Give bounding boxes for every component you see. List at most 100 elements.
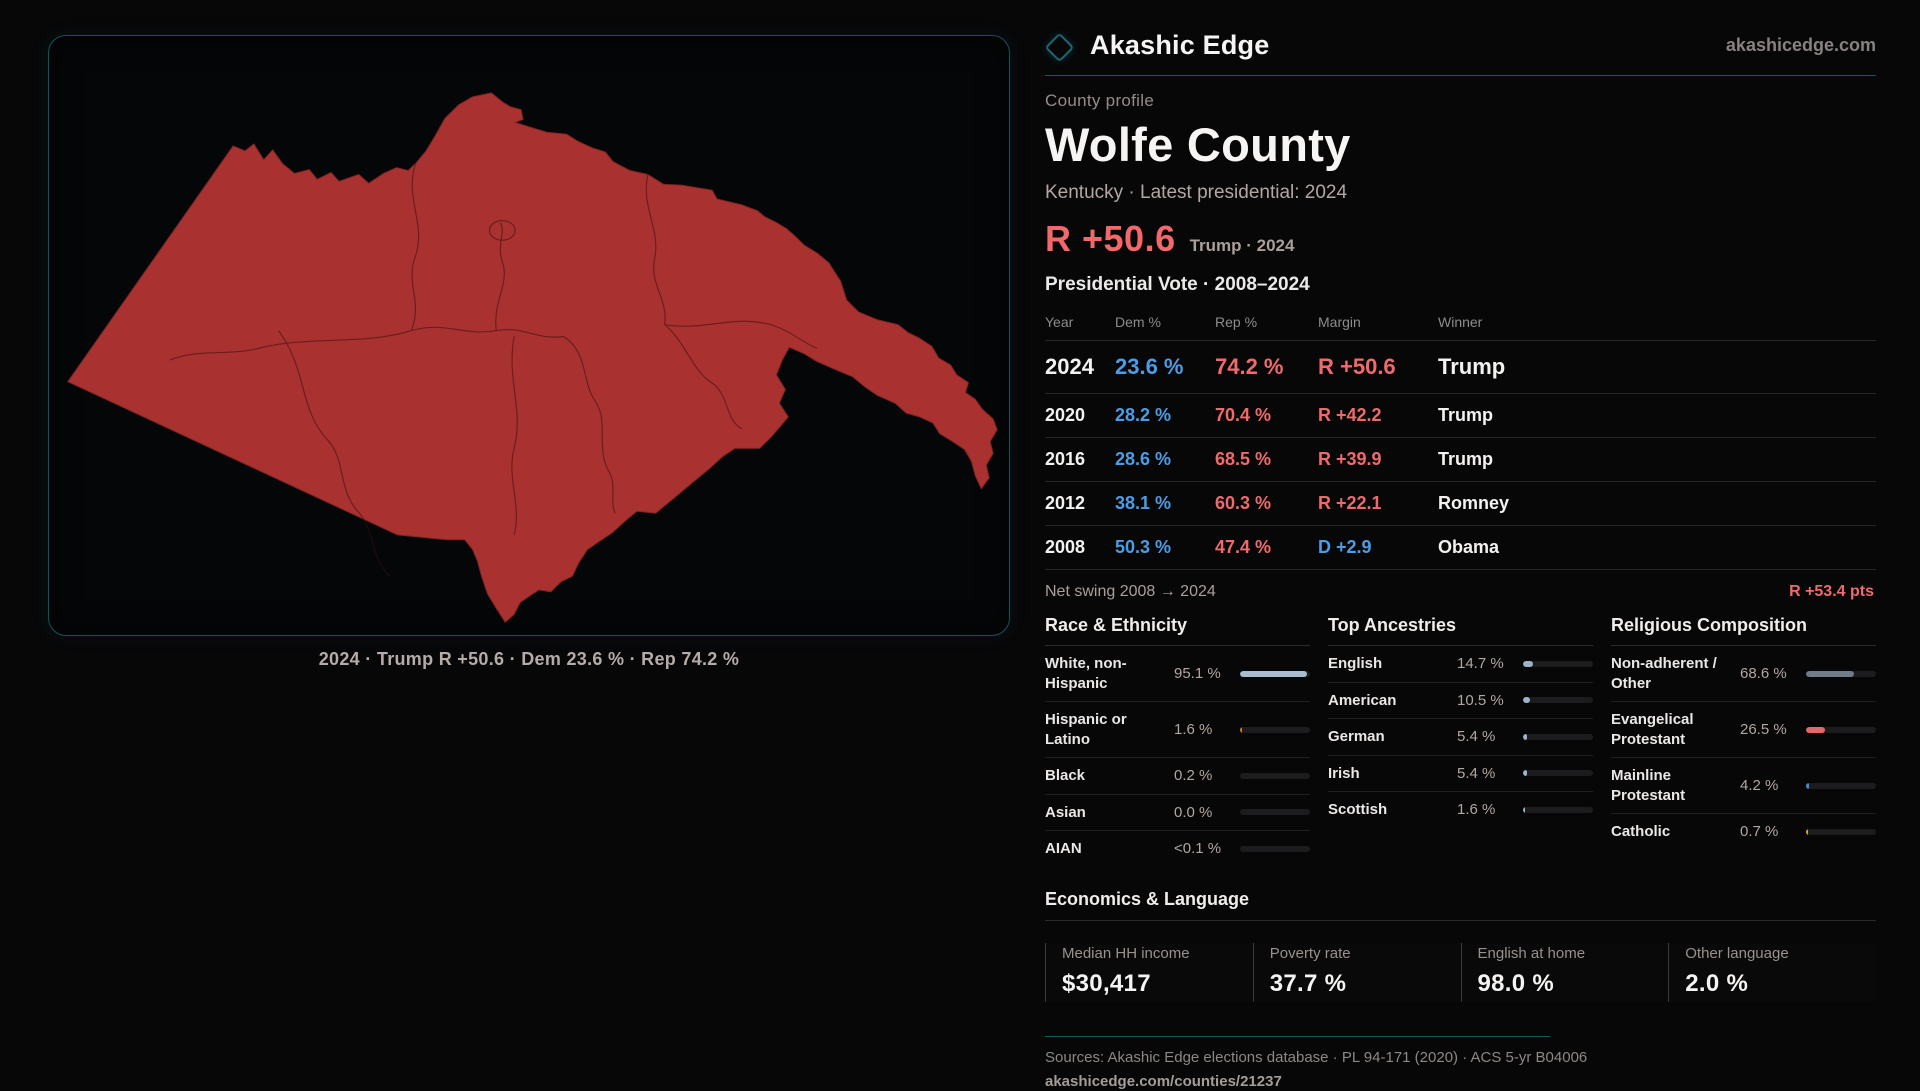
- stat-bar-track: [1806, 828, 1876, 835]
- vote-dem-share: 50.3 %: [1115, 537, 1172, 557]
- stat-bar-fill: [1523, 697, 1531, 704]
- race-row: Black 0.2 %: [1045, 757, 1310, 794]
- race-value: <0.1 %: [1174, 840, 1222, 858]
- stat-card: Median HH income $30,417: [1045, 942, 1253, 1002]
- vote-table-title: Presidential Vote · 2008–2024: [1045, 274, 1310, 295]
- stat-card-value: 37.7 %: [1269, 969, 1347, 997]
- net-swing-row: Net swing 2008 → 2024 R +53.4 pts: [1045, 570, 1876, 611]
- col-dem: Dem %: [1115, 314, 1161, 330]
- stat-bar-track: [1240, 772, 1310, 779]
- stat-bar-track: [1523, 806, 1593, 813]
- race-row: Asian 0.0 %: [1045, 793, 1310, 831]
- religion-section-title: Religious Composition: [1611, 615, 1876, 646]
- ancestry-label: Irish: [1328, 764, 1360, 782]
- ancestry-value: 10.5 %: [1457, 691, 1504, 709]
- stat-bar-fill: [1523, 660, 1534, 667]
- vote-dem-share: 28.2 %: [1115, 405, 1172, 425]
- stat-bar-track: [1523, 697, 1593, 704]
- county-map-panel: [48, 35, 1010, 636]
- footer-divider: [1045, 1035, 1550, 1037]
- vote-rep-share: 74.2 %: [1215, 354, 1284, 379]
- stat-card-label: Other language: [1685, 944, 1789, 962]
- brand-domain-link[interactable]: akashicedge.com: [1725, 35, 1876, 55]
- col-winner: Winner: [1438, 314, 1483, 330]
- vote-year: 2016: [1045, 449, 1086, 469]
- stat-bar-track: [1523, 660, 1593, 667]
- ancestry-label: Scottish: [1328, 801, 1388, 818]
- ancestry-label: American: [1328, 691, 1397, 709]
- header-divider: [1045, 75, 1876, 76]
- stat-bar-fill: [1806, 726, 1825, 733]
- economics-stat-cards: Median HH income $30,417 Poverty rate 37…: [1045, 942, 1876, 1002]
- ancestry-value: 5.4 %: [1457, 764, 1496, 782]
- col-year: Year: [1045, 314, 1074, 330]
- diamond-logo-icon: [1044, 32, 1075, 63]
- sources-text: Sources: Akashic Edge elections database…: [1045, 1048, 1588, 1066]
- presidential-vote-table: Year Dem % Rep % Margin Winner 2024 23.6…: [1045, 308, 1876, 611]
- vote-table-row: 2024 23.6 % 74.2 % R +50.6 Trump: [1045, 341, 1876, 394]
- religion-list: Non-adherent / Other 68.6 % Evangelical …: [1611, 646, 1876, 850]
- religion-value: 4.2 %: [1740, 777, 1779, 794]
- ancestries-section: Top Ancestries English 14.7 % American 1…: [1328, 615, 1593, 867]
- brand-name: Akashic Edge: [1090, 30, 1270, 60]
- ancestry-row: American 10.5 %: [1328, 681, 1593, 719]
- religion-value: 68.6 %: [1740, 665, 1787, 682]
- race-row: Hispanic or Latino 1.6 %: [1045, 701, 1310, 757]
- race-list: White, non-Hispanic 95.1 % Hispanic or L…: [1045, 646, 1310, 867]
- vote-table-header: Year Dem % Rep % Margin Winner: [1045, 308, 1876, 341]
- religion-label: Mainline Protestant: [1611, 767, 1686, 804]
- stat-card-label: Poverty rate: [1269, 944, 1351, 962]
- county-map: [67, 92, 998, 623]
- race-row: AIAN <0.1 %: [1045, 830, 1310, 867]
- vote-rep-share: 47.4 %: [1215, 537, 1272, 557]
- religion-label: Non-adherent / Other: [1611, 655, 1717, 692]
- stat-card: Other language 2.0 %: [1668, 942, 1876, 1002]
- race-label: White, non-Hispanic: [1045, 655, 1127, 692]
- stat-card-label: English at home: [1477, 944, 1586, 962]
- economics-section-title: Economics & Language: [1045, 889, 1876, 921]
- stat-bar-track: [1523, 770, 1593, 777]
- stat-card-value: 98.0 %: [1477, 969, 1555, 997]
- religion-value: 0.7 %: [1740, 823, 1779, 841]
- vote-dem-share: 28.6 %: [1115, 449, 1172, 469]
- race-section-title: Race & Ethnicity: [1045, 615, 1310, 646]
- state-subtitle: Kentucky · Latest presidential: 2024: [1045, 182, 1348, 203]
- stat-bar-track: [1806, 670, 1876, 677]
- stat-card: Poverty rate 37.7 %: [1252, 942, 1461, 1002]
- vote-table-row: 2008 50.3 % 47.4 % D +2.9 Obama: [1045, 526, 1876, 570]
- page-title: Wolfe County: [1045, 118, 1351, 171]
- stat-bar-fill: [1523, 770, 1527, 777]
- religion-section: Religious Composition Non-adherent / Oth…: [1611, 615, 1876, 867]
- vote-table-row: 2012 38.1 % 60.3 % R +22.1 Romney: [1045, 482, 1876, 526]
- religion-row: Non-adherent / Other 68.6 %: [1611, 646, 1876, 701]
- vote-table-body: 2024 23.6 % 74.2 % R +50.6 Trump 2020 28…: [1045, 341, 1876, 570]
- brand-header: Akashic Edge akashicedge.com: [1044, 30, 1876, 63]
- race-label: Black: [1045, 767, 1086, 784]
- stat-bar-track: [1806, 782, 1876, 789]
- race-label: Asian: [1045, 803, 1086, 821]
- footer: Sources: Akashic Edge elections database…: [1045, 1035, 1876, 1091]
- ancestry-value: 5.4 %: [1457, 728, 1496, 746]
- vote-winner: Romney: [1438, 493, 1510, 513]
- stat-bar-track: [1523, 733, 1593, 740]
- stat-bar-fill: [1523, 733, 1527, 740]
- net-swing-label: Net swing 2008 → 2024: [1045, 583, 1216, 600]
- stat-card-value: $30,417: [1062, 969, 1151, 997]
- race-label: Hispanic or Latino: [1045, 711, 1127, 748]
- religion-label: Evangelical Protestant: [1611, 711, 1694, 748]
- race-label: AIAN: [1045, 840, 1082, 857]
- headline-margin-row: R +50.6 Trump · 2024: [1045, 218, 1876, 260]
- stat-card-label: Median HH income: [1062, 944, 1190, 962]
- permalink[interactable]: akashicedge.com/counties/21237: [1045, 1072, 1282, 1090]
- ancestries-list: English 14.7 % American 10.5 % German 5.…: [1328, 646, 1593, 828]
- stat-card-value: 2.0 %: [1685, 969, 1749, 997]
- precinct-boundaries: [169, 161, 818, 577]
- vote-margin: R +50.6: [1318, 354, 1396, 379]
- stat-bar-track: [1240, 670, 1310, 677]
- stat-bar-track: [1240, 845, 1310, 852]
- kicker-label: County profile: [1045, 91, 1155, 110]
- religion-row: Mainline Protestant 4.2 %: [1611, 757, 1876, 813]
- ancestries-section-title: Top Ancestries: [1328, 615, 1593, 646]
- religion-row: Evangelical Protestant 26.5 %: [1611, 701, 1876, 757]
